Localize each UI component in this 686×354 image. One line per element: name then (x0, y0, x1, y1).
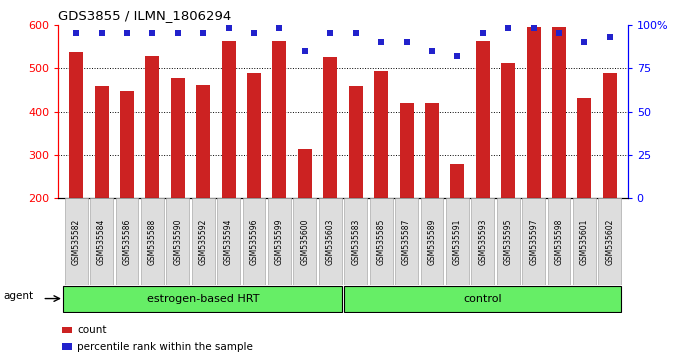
Bar (247, 73, 261, 198)
Bar (294, 198, 316, 285)
Bar (578, 98, 591, 198)
Point (477, 30, 488, 36)
Bar (344, 198, 367, 285)
Point (96, 30, 107, 36)
Bar (552, 27, 566, 198)
Text: GSM535598: GSM535598 (554, 218, 564, 265)
Text: GSM535594: GSM535594 (224, 218, 233, 265)
Text: GSM535583: GSM535583 (351, 218, 360, 265)
Point (376, 39, 387, 45)
Text: GSM535587: GSM535587 (402, 218, 411, 265)
Text: GSM535586: GSM535586 (122, 218, 132, 265)
Point (604, 34, 615, 40)
Point (401, 39, 412, 45)
Bar (374, 71, 388, 198)
Bar (451, 164, 464, 198)
Point (554, 30, 565, 36)
Point (172, 30, 183, 36)
Point (528, 25, 539, 31)
Bar (603, 73, 617, 198)
Bar (573, 198, 596, 285)
Bar (425, 103, 439, 198)
Bar (243, 198, 265, 285)
Bar (196, 85, 210, 198)
Bar (222, 41, 235, 198)
Point (579, 39, 590, 45)
Text: GSM535601: GSM535601 (580, 218, 589, 265)
Bar (69, 52, 83, 198)
Bar (522, 198, 545, 285)
Text: GSM535585: GSM535585 (377, 218, 386, 265)
Bar (268, 198, 291, 285)
Bar (115, 198, 139, 285)
Point (351, 30, 362, 36)
Text: GSM535603: GSM535603 (326, 218, 335, 265)
Bar (166, 198, 189, 285)
Text: GSM535597: GSM535597 (529, 218, 538, 265)
Text: GSM535600: GSM535600 (300, 218, 309, 265)
Text: GDS3855 / ILMN_1806294: GDS3855 / ILMN_1806294 (58, 9, 232, 22)
Bar (476, 41, 490, 198)
Bar (192, 198, 215, 285)
Point (147, 30, 158, 36)
Bar (141, 198, 164, 285)
Bar (319, 198, 342, 285)
Point (248, 30, 259, 36)
Text: GSM535589: GSM535589 (427, 218, 436, 265)
Bar (598, 198, 622, 285)
Bar (497, 198, 520, 285)
Bar (90, 198, 113, 285)
Bar (298, 149, 312, 198)
Point (427, 48, 438, 53)
Bar (527, 27, 541, 198)
Bar (62, 327, 72, 333)
Point (121, 30, 132, 36)
Bar (501, 63, 515, 198)
Text: GSM535588: GSM535588 (148, 218, 157, 265)
Text: percentile rank within the sample: percentile rank within the sample (77, 342, 253, 352)
Text: GSM535582: GSM535582 (71, 218, 80, 265)
Point (71, 30, 82, 36)
Point (452, 53, 463, 59)
Bar (64, 198, 88, 285)
Point (299, 48, 310, 53)
Bar (547, 198, 571, 285)
Bar (395, 198, 418, 285)
Text: GSM535599: GSM535599 (275, 218, 284, 265)
Bar (145, 56, 159, 198)
Bar (272, 41, 287, 198)
Bar (63, 286, 342, 312)
Text: GSM535584: GSM535584 (97, 218, 106, 265)
Bar (471, 198, 494, 285)
Text: GSM535596: GSM535596 (250, 218, 259, 265)
Bar (344, 286, 622, 312)
Point (503, 25, 514, 31)
Bar (217, 198, 240, 285)
Bar (62, 343, 72, 350)
Bar (421, 198, 443, 285)
Point (324, 30, 335, 36)
Bar (171, 78, 185, 198)
Text: count: count (77, 325, 107, 335)
Text: GSM535602: GSM535602 (606, 218, 615, 265)
Text: GSM535592: GSM535592 (199, 218, 208, 265)
Bar (323, 57, 338, 198)
Bar (95, 86, 108, 198)
Text: GSM535593: GSM535593 (478, 218, 487, 265)
Text: GSM535591: GSM535591 (453, 218, 462, 265)
Point (198, 30, 209, 36)
Text: estrogen-based HRT: estrogen-based HRT (147, 293, 259, 304)
Point (223, 25, 234, 31)
Bar (446, 198, 469, 285)
Text: agent: agent (3, 291, 34, 301)
Text: GSM535590: GSM535590 (174, 218, 182, 265)
Text: control: control (464, 293, 502, 304)
Text: GSM535595: GSM535595 (504, 218, 512, 265)
Bar (370, 198, 392, 285)
Point (274, 25, 285, 31)
Bar (120, 91, 134, 198)
Bar (348, 86, 363, 198)
Bar (399, 103, 414, 198)
